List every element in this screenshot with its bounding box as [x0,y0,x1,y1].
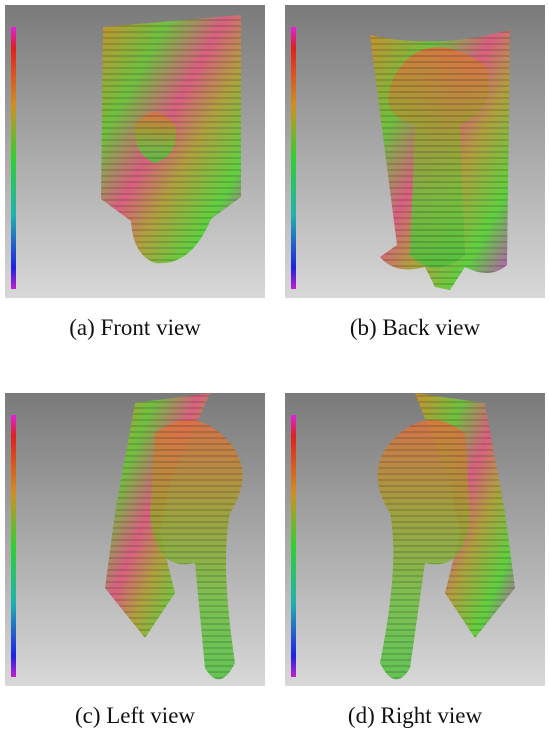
color-scale [11,27,16,289]
color-scale [291,27,296,289]
caption: (c) Left view [75,703,195,728]
caption: (a) Front view [69,315,201,340]
panel [5,5,265,298]
color-scale [11,415,16,677]
panel [5,393,265,686]
panel [285,393,545,686]
color-scale [291,415,296,677]
panel [285,5,545,298]
caption: (b) Back view [350,315,481,340]
figure: (a) Front view (b) Back view (c) Left view… [0,0,549,731]
caption: (d) Right view [348,703,483,728]
